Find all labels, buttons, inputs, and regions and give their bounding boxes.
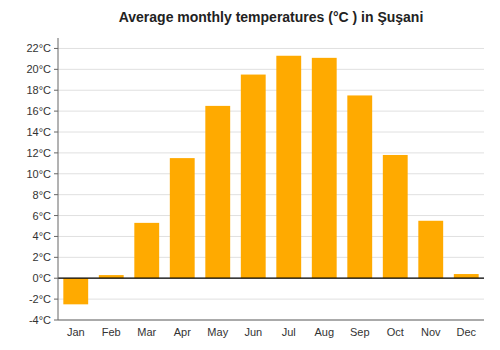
grid-line [58, 152, 484, 153]
y-tick-label: 14°C [26, 126, 51, 138]
grid-line [58, 90, 484, 91]
title: Average monthly temperatures (°C ) in Şu… [119, 9, 424, 25]
x-tick-label: Aug [314, 326, 334, 338]
x-tick-label: Dec [456, 326, 476, 338]
grid-line [58, 48, 484, 49]
x-axis [58, 320, 484, 321]
bar [170, 158, 195, 278]
bar [418, 221, 443, 278]
grid-line [58, 299, 484, 300]
y-tick [54, 299, 58, 300]
grid-line [58, 173, 484, 174]
y-tick [54, 152, 58, 153]
y-tick [54, 90, 58, 91]
y-tick [54, 48, 58, 49]
grid-line [58, 320, 484, 321]
y-tick [54, 236, 58, 237]
chart: Average monthly temperatures (°C ) in Şu… [0, 0, 500, 350]
y-tick-label: 10°C [26, 168, 51, 180]
y-tick-label: 0°C [33, 272, 52, 284]
y-tick-label: 22°C [26, 42, 51, 54]
y-tick-label: 12°C [26, 147, 51, 159]
grid-line [58, 132, 484, 133]
x-tick-label: Jul [282, 326, 296, 338]
bar [134, 223, 159, 278]
y-tick [54, 173, 58, 174]
x-tick-label: Feb [102, 326, 121, 338]
grid-line [58, 111, 484, 112]
y-tick-label: 8°C [33, 189, 52, 201]
x-tick-label: Nov [421, 326, 441, 338]
grid-line [58, 194, 484, 195]
grid-line [58, 278, 484, 279]
y-tick [54, 278, 58, 279]
y-tick-label: 20°C [26, 63, 51, 75]
x-tick-label: Jan [67, 326, 85, 338]
bar [347, 95, 372, 278]
x-tick-label: Oct [387, 326, 404, 338]
y-tick-label: 16°C [26, 105, 51, 117]
y-tick [54, 69, 58, 70]
y-tick [54, 111, 58, 112]
y-tick [54, 320, 58, 321]
bars [63, 56, 478, 305]
grid-line [58, 215, 484, 216]
x-tick-label: Mar [137, 326, 156, 338]
bar [63, 278, 88, 304]
y-tick [54, 194, 58, 195]
x-tick-label: Apr [174, 326, 191, 338]
bar [454, 274, 479, 278]
y-tick-label: 4°C [33, 230, 52, 242]
grid-line [58, 69, 484, 70]
bar [276, 56, 301, 278]
y-tick-label: 2°C [33, 251, 52, 263]
y-tick [54, 257, 58, 258]
bar [241, 75, 266, 279]
y-axis [58, 38, 59, 320]
x-tick-label: Jun [244, 326, 262, 338]
y-tick [54, 132, 58, 133]
y-tick-label: 6°C [33, 210, 52, 222]
y-tick-label: 18°C [26, 84, 51, 96]
bar [312, 58, 337, 278]
bar [205, 106, 230, 278]
bar [383, 155, 408, 278]
y-tick-label: -4°C [29, 314, 51, 326]
y-tick [54, 215, 58, 216]
y-tick-label: -2°C [29, 293, 51, 305]
x-tick-label: Sep [350, 326, 370, 338]
x-tick-label: May [207, 326, 228, 338]
zero-line [58, 278, 484, 279]
chart-container: Average monthly temperatures (°C ) in Şu… [0, 0, 500, 350]
